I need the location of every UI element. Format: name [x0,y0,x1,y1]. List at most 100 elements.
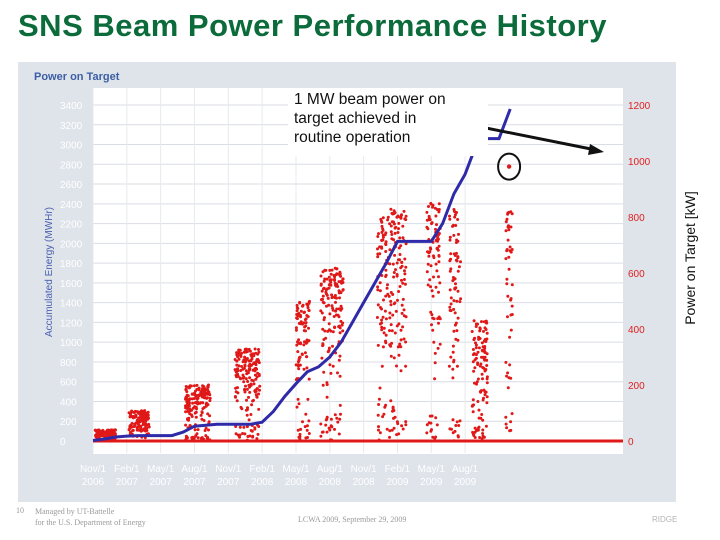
x-tick-label-month: May/1 [147,464,175,475]
left-tick-label: 1000 [60,338,83,349]
power-point [404,265,408,269]
power-point [480,372,484,376]
power-point [437,321,440,325]
managed-by-line-1: Managed by UT-Battelle [35,507,115,516]
power-point [145,427,149,431]
power-point [395,364,398,368]
power-point [296,360,300,364]
power-point [202,419,206,422]
power-point [255,375,259,379]
power-point [243,355,247,359]
power-point [455,364,459,368]
power-point [333,326,337,330]
power-point [398,236,402,240]
power-point [378,431,382,435]
left-tick-label: 3000 [60,141,83,152]
left-tick-label: 400 [60,397,77,408]
power-point [401,427,405,431]
power-point [484,424,488,428]
power-point [376,413,380,417]
power-point [338,403,342,407]
power-point [504,229,508,233]
power-point [391,405,395,409]
power-point [404,315,408,319]
power-point [451,224,454,228]
power-point [389,224,393,228]
power-point [510,212,514,216]
power-point [321,270,325,274]
power-point [380,364,384,368]
power-point [377,397,381,401]
power-point [201,384,205,388]
power-point [396,298,399,302]
power-point [457,232,460,236]
power-point [402,308,406,312]
power-point [328,268,332,272]
power-point [295,405,299,409]
left-tick-label: 1400 [60,299,83,310]
x-tick-label-year: 2008 [251,477,274,488]
power-point [140,413,144,417]
power-point [425,423,429,427]
power-point [403,269,406,273]
power-point [481,428,485,432]
power-point [245,372,249,376]
power-point [253,390,257,394]
power-point [378,281,382,285]
power-point [395,433,399,437]
power-point [454,224,458,227]
power-point [452,307,456,311]
power-point [506,386,510,390]
power-point [247,364,251,368]
power-point [425,218,429,222]
power-point [436,237,440,241]
power-point [506,238,510,242]
x-tick-label-month: Nov/1 [351,464,378,475]
power-point [199,413,203,417]
power-point [328,363,332,367]
power-point [508,335,512,339]
power-point [456,269,460,273]
power-point [401,297,405,301]
left-axis-ticks: 0 200 400 600 800 1000 1200 1400 1600 1800 2000 220… [60,101,83,448]
power-point [324,268,328,272]
x-tick-label-year: 2009 [386,477,409,488]
power-point [477,425,481,429]
power-point [198,439,202,443]
power-point [335,267,339,271]
power-point [404,340,408,344]
power-point [327,346,331,350]
power-point [455,329,459,333]
power-point [297,435,301,439]
x-tick-label-year: 2007 [116,477,139,488]
power-point [296,350,300,354]
x-tick-label-year: 2008 [353,477,376,488]
power-point [509,420,513,424]
power-point [186,410,190,414]
power-point [478,337,482,340]
power-point [388,262,392,266]
power-point [188,397,192,401]
power-point [459,297,463,301]
power-point [257,350,261,354]
power-point [391,293,395,296]
x-tick-label-month: May/1 [418,464,446,475]
power-point [304,329,307,333]
power-point [388,429,392,433]
power-point [193,389,197,393]
power-point [455,299,459,303]
left-tick-label: 200 [60,417,77,428]
power-point [390,233,394,236]
power-point [377,403,381,406]
power-point [298,355,302,359]
power-point [471,360,475,364]
x-tick-label-year: 2007 [150,477,173,488]
power-point [321,383,325,387]
power-point [452,277,456,281]
power-point [248,434,252,438]
power-point [305,428,309,432]
power-point [485,381,489,385]
power-point [133,439,137,443]
power-point [457,265,461,269]
power-point [337,432,341,436]
